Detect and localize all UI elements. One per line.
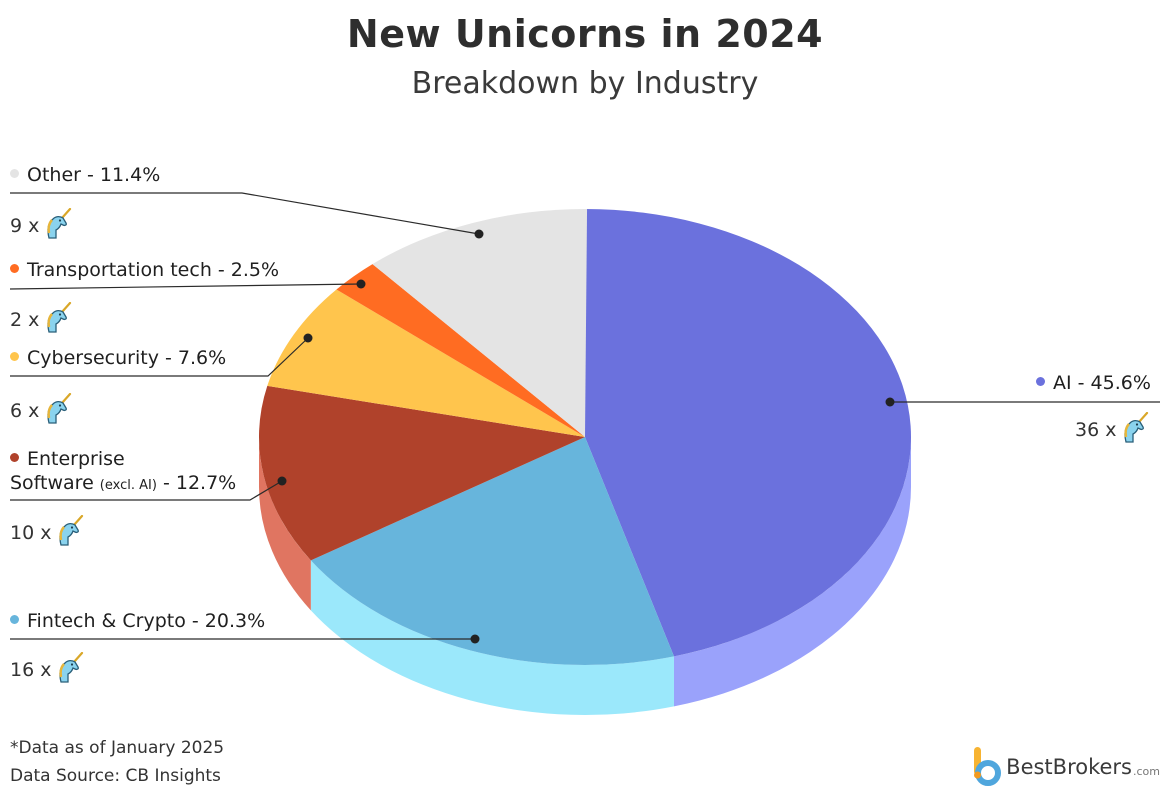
label-other-text: Other - 11.4% [27,164,161,186]
leader-dot-ai [885,397,895,407]
pie-slice-ai [585,209,911,657]
leader-line-enterprise [10,480,283,501]
pie-side-fintech-crypto [310,560,674,715]
leader-line-other [10,192,480,235]
label-enterprise-text-3: - 12.7% [156,472,237,494]
unicorn-icon [43,301,73,339]
pie-sides [259,437,911,715]
label-enterprise-line1: Enterprise [10,448,125,470]
label-transport-text: Transportation tech - 2.5% [27,259,280,281]
label-other: Other - 11.4% [10,164,160,186]
pie-slice-other [372,209,588,437]
leader-dot-transportation [356,279,366,289]
label-cybersecurity: Cybersecurity - 7.6% [10,347,226,369]
label-transportation: Transportation tech - 2.5% [10,259,279,281]
label-cyber-text: Cybersecurity - 7.6% [27,347,227,369]
leader-dot-fintech [470,634,480,644]
legend-dot-fintech [10,615,19,624]
leader-dot-cybersecurity [303,333,313,343]
legend-dot-transport [10,264,19,273]
label-enterprise-line2: Software (excl. AI) - 12.7% [10,472,236,494]
unicorn-icon [1120,411,1150,449]
count-other: 9 x [10,207,73,245]
unicorn-icon [55,514,85,552]
unicorn-icon [43,392,73,430]
count-cybersecurity: 6 x [10,392,73,430]
label-enterprise-text-2: Software [10,472,100,494]
label-ai: AI - 45.6% [1036,372,1151,394]
count-ai-text: 36 x [1075,419,1117,441]
label-enterprise-small: (excl. AI) [99,478,157,493]
count-cyber-text: 6 x [10,400,40,422]
data-source: Data Source: CB Insights [10,766,221,786]
count-fintech-text: 16 x [10,659,52,681]
bestbrokers-logo-icon [974,747,1002,786]
brand-name: BestBrokers [1006,755,1132,779]
chart-subtitle: Breakdown by Industry [411,66,759,101]
count-enterprise: 10 x [10,514,85,552]
count-transportation: 2 x [10,301,73,339]
count-other-text: 9 x [10,215,40,237]
pie-slice-cybersecurity [267,289,585,437]
label-ai-text: AI - 45.6% [1053,372,1151,394]
unicorn-icon [43,207,73,245]
count-fintech: 16 x [10,651,85,689]
legend-dot-cyber [10,352,19,361]
legend-dot-ai [1036,377,1045,386]
pie-side-enterprise-software-excl-ai- [259,437,311,611]
leader-line-transportation [9,283,362,290]
label-enterprise-text-1: Enterprise [27,448,125,470]
count-transport-text: 2 x [10,309,40,331]
brand-suffix: .com [1133,764,1160,778]
leader-lines [9,192,1160,644]
count-enterprise-text: 10 x [10,522,52,544]
leader-dot-other [474,229,484,239]
count-ai: 36 x [1075,411,1150,449]
label-fintech: Fintech & Crypto - 20.3% [10,610,265,632]
legend-dot-enterprise [10,453,19,462]
pie-slice-transportation-tech [336,264,585,437]
pie-side-ai [673,437,911,707]
pie-tops [259,209,911,665]
footnote: *Data as of January 2025 [10,738,225,758]
pie-slice-fintech-crypto [310,437,674,665]
leader-dot-enterprise [277,476,287,486]
pie-slice-enterprise-software-excl-ai- [259,385,585,561]
unicorn-icon [55,651,85,689]
legend-dot-other [10,169,19,178]
chart-title: New Unicorns in 2024 [346,12,824,56]
brand-logo: BestBrokers .com [972,745,1160,789]
leader-line-cybersecurity [10,337,309,377]
label-fintech-text: Fintech & Crypto - 20.3% [27,610,266,632]
